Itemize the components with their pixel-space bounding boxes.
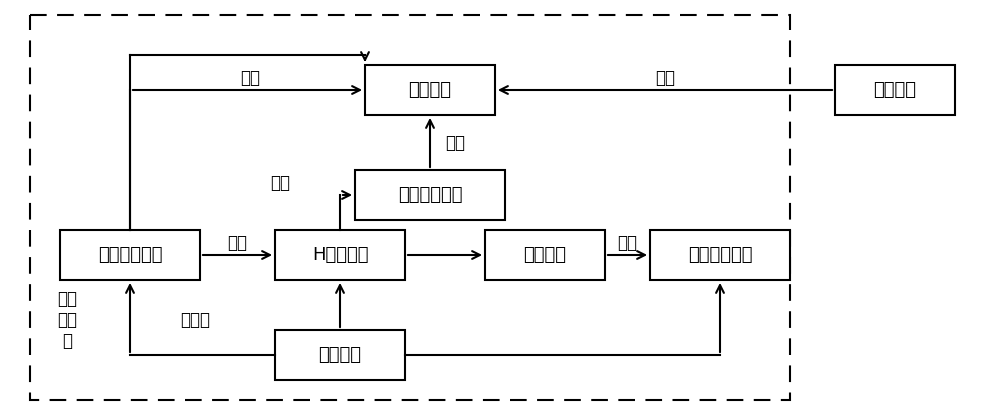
Text: 正负
双电
源: 正负 双电 源 [57, 290, 77, 350]
Text: 电压: 电压 [617, 234, 637, 252]
Text: 环形空心线圈: 环形空心线圈 [398, 186, 462, 204]
Text: 电流: 电流 [227, 234, 247, 252]
Text: 磁场: 磁场 [445, 134, 465, 152]
Text: H桥式电路: H桥式电路 [312, 246, 368, 264]
Text: 电压: 电压 [270, 174, 290, 192]
Text: 霍尔芯片: 霍尔芯片 [409, 81, 452, 99]
Text: 信号处理单元: 信号处理单元 [688, 246, 752, 264]
Text: 放大驱动电路: 放大驱动电路 [98, 246, 162, 264]
Text: 磁场: 磁场 [655, 69, 675, 87]
Text: 正电源: 正电源 [180, 311, 210, 329]
Bar [485, 230, 605, 280]
Bar [275, 330, 405, 380]
Text: 电源模块: 电源模块 [318, 346, 362, 364]
Bar [355, 170, 505, 220]
Bar [275, 230, 405, 280]
Text: 原边电流: 原边电流 [874, 81, 916, 99]
Bar [835, 65, 955, 115]
Bar [30, 15, 790, 400]
Text: 分压电路: 分压电路 [524, 246, 566, 264]
Text: 电压: 电压 [240, 69, 260, 87]
Bar [60, 230, 200, 280]
Bar [650, 230, 790, 280]
Bar [365, 65, 495, 115]
